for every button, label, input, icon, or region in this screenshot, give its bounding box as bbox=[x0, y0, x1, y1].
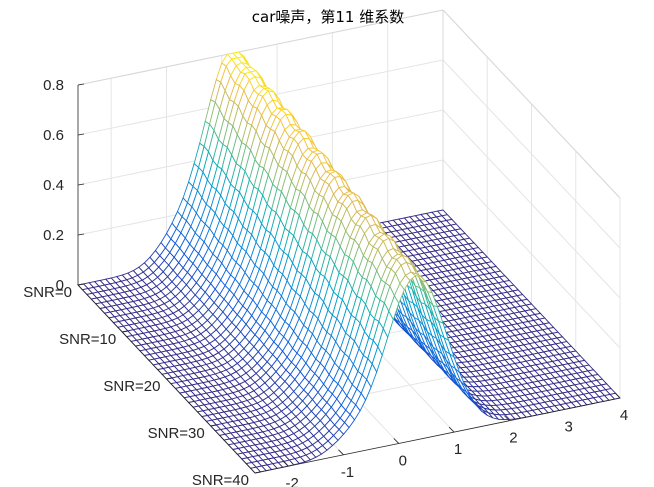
z-tick-mark bbox=[77, 283, 85, 286]
surface-mesh bbox=[77, 51, 621, 474]
grid-line-z-wall2 bbox=[442, 59, 621, 249]
y-tick-mark bbox=[210, 424, 217, 427]
x-tick-label: 0 bbox=[399, 452, 407, 469]
z-tick-label: 0.2 bbox=[43, 227, 64, 244]
axes: -2 -1 0 1 2 3 4 SNR=0 SNR=10 SNR=20 SNR=30 SNR=40 0 0… bbox=[23, 77, 628, 487]
z-tick-label: 0 bbox=[56, 277, 64, 294]
y-tick-mark bbox=[254, 471, 262, 474]
grid-line-z-wall2 bbox=[442, 159, 621, 349]
y-tick-label: SNR=20 bbox=[103, 378, 160, 395]
y-tick-label: SNR=30 bbox=[148, 425, 205, 442]
x-tick-label: 1 bbox=[454, 441, 462, 458]
x-tick-mark bbox=[614, 392, 621, 399]
z-tick-mark bbox=[77, 183, 85, 186]
x-tick-mark bbox=[448, 426, 455, 433]
x-tick-mark bbox=[338, 449, 344, 456]
x-tick-mark bbox=[559, 404, 565, 410]
x-tick-label: 2 bbox=[509, 430, 517, 447]
grid-line-z-wall2 bbox=[442, 109, 621, 299]
z-tick-label: 0.6 bbox=[43, 127, 64, 144]
z-tick-label: 0.4 bbox=[43, 177, 64, 194]
box-edge bbox=[442, 9, 621, 199]
z-tick-mark bbox=[77, 133, 85, 136]
box-edge bbox=[77, 9, 444, 86]
y-tick-label: SNR=40 bbox=[192, 472, 249, 487]
x-tick-mark bbox=[393, 438, 400, 444]
y-tick-label: SNR=0 bbox=[23, 284, 72, 301]
x-tick-mark bbox=[282, 460, 289, 467]
y-tick-mark bbox=[166, 377, 173, 380]
z-tick-mark bbox=[77, 83, 85, 86]
z-tick-mark bbox=[77, 233, 85, 236]
x-tick-mark bbox=[504, 415, 510, 422]
z-tick-label: 0.8 bbox=[43, 77, 64, 94]
x-axis-line bbox=[254, 397, 621, 474]
x-tick-label: -2 bbox=[286, 475, 299, 487]
x-tick-label: -1 bbox=[341, 464, 354, 481]
chart-title: car噪声，第11 维系数 bbox=[252, 8, 404, 26]
x-tick-label: 4 bbox=[620, 407, 628, 424]
x-tick-label: 3 bbox=[565, 418, 573, 435]
y-tick-label: SNR=10 bbox=[59, 331, 116, 348]
y-tick-mark bbox=[122, 330, 129, 333]
